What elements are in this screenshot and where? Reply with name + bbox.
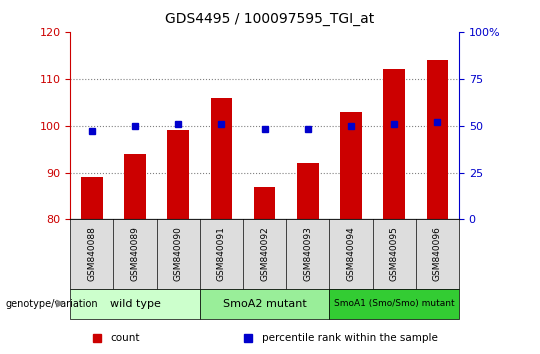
Bar xyxy=(254,187,275,219)
Text: SmoA2 mutant: SmoA2 mutant xyxy=(222,298,307,309)
Text: wild type: wild type xyxy=(110,298,160,309)
Text: SmoA1 (Smo/Smo) mutant: SmoA1 (Smo/Smo) mutant xyxy=(334,299,455,308)
Text: GSM840090: GSM840090 xyxy=(174,227,183,281)
Bar xyxy=(211,98,232,219)
Bar xyxy=(427,60,448,219)
Text: GSM840093: GSM840093 xyxy=(303,227,312,281)
Text: genotype/variation: genotype/variation xyxy=(5,298,98,309)
Text: GSM840089: GSM840089 xyxy=(131,227,139,281)
Bar xyxy=(297,163,319,219)
Text: percentile rank within the sample: percentile rank within the sample xyxy=(262,333,438,343)
Bar xyxy=(81,177,103,219)
Text: GSM840088: GSM840088 xyxy=(87,227,96,281)
Text: GSM840094: GSM840094 xyxy=(347,227,355,281)
Bar xyxy=(167,130,189,219)
Text: GSM840092: GSM840092 xyxy=(260,227,269,281)
Text: GSM840091: GSM840091 xyxy=(217,227,226,281)
Bar xyxy=(340,112,362,219)
Text: count: count xyxy=(111,333,140,343)
Bar xyxy=(383,69,405,219)
Text: GSM840095: GSM840095 xyxy=(390,227,399,281)
Bar xyxy=(124,154,146,219)
Text: GSM840096: GSM840096 xyxy=(433,227,442,281)
Text: GDS4495 / 100097595_TGI_at: GDS4495 / 100097595_TGI_at xyxy=(165,12,375,27)
